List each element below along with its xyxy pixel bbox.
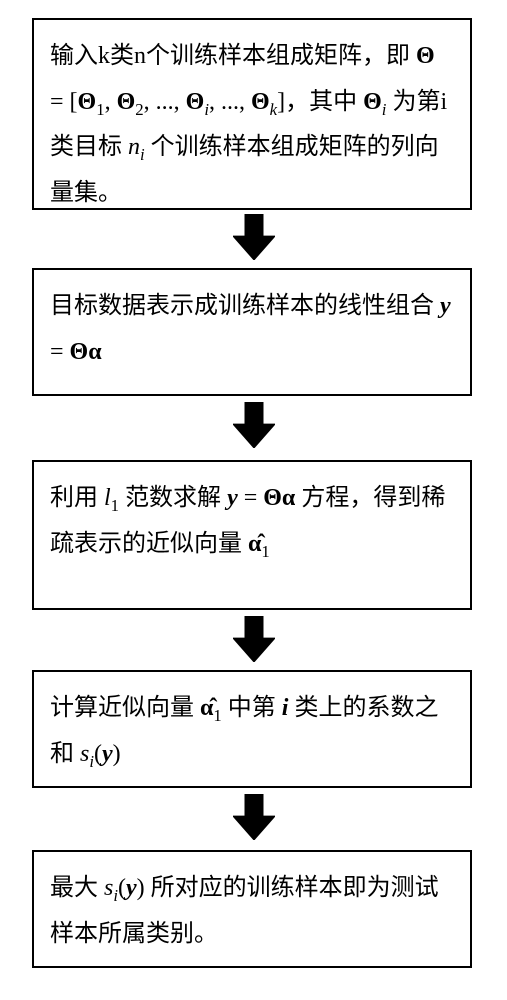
- flow-arrow: [0, 794, 507, 840]
- text-segment: 范数求解: [119, 485, 227, 511]
- flowchart-canvas: 输入k类n个训练样本组成矩阵，即 Θ = [Θ1, Θ2, ..., Θi, .…: [0, 0, 507, 1000]
- text-segment: Θ: [416, 43, 435, 69]
- flow-node-n1: 输入k类n个训练样本组成矩阵，即 Θ = [Θ1, Θ2, ..., Θi, .…: [32, 18, 472, 210]
- flow-node-n5: 最大 si(y) 所对应的训练样本即为测试样本所属类别。: [32, 850, 472, 968]
- text-segment: Θ: [186, 89, 205, 115]
- text-segment: 1: [261, 542, 269, 561]
- flow-arrow: [0, 616, 507, 662]
- text-segment: = [: [50, 89, 78, 115]
- text-segment: s: [104, 875, 113, 901]
- text-segment: Θα: [70, 339, 102, 365]
- text-segment: , ...,: [144, 89, 186, 115]
- text-segment: 1: [111, 496, 119, 515]
- text-segment: Θ: [117, 89, 136, 115]
- text-segment: y: [102, 741, 113, 767]
- text-segment: 最大: [50, 875, 104, 901]
- text-segment: ): [137, 875, 145, 901]
- text-segment: (: [94, 741, 102, 767]
- text-segment: , ...,: [209, 89, 251, 115]
- text-segment: 中第: [222, 695, 282, 721]
- text-segment: 1: [213, 706, 221, 725]
- text-segment: 计算近似向量: [50, 695, 200, 721]
- text-segment: (: [118, 875, 126, 901]
- flow-arrow: [0, 214, 507, 260]
- text-segment: 输入k类n个训练样本组成矩阵，即: [50, 43, 416, 69]
- text-segment: 2: [135, 99, 143, 118]
- flow-arrow: [0, 402, 507, 448]
- text-segment: y: [227, 485, 238, 511]
- text-segment: Θ: [363, 89, 382, 115]
- text-segment: ,: [105, 89, 117, 115]
- text-segment: Θα: [263, 485, 295, 511]
- text-segment: Θ: [251, 89, 270, 115]
- text-segment: y: [126, 875, 137, 901]
- text-segment: α̂: [248, 531, 261, 557]
- text-segment: l: [104, 485, 111, 511]
- flow-node-n3: 利用 l1 范数求解 y = Θα 方程，得到稀疏表示的近似向量 α̂1: [32, 460, 472, 610]
- text-segment: =: [50, 339, 70, 365]
- text-segment: 利用: [50, 485, 104, 511]
- text-segment: y: [440, 293, 451, 319]
- text-segment: Θ: [78, 89, 97, 115]
- text-segment: n: [128, 134, 140, 160]
- text-segment: s: [80, 741, 89, 767]
- text-segment: 1: [96, 99, 104, 118]
- text-segment: ]，其中: [277, 89, 363, 115]
- text-segment: =: [238, 485, 264, 511]
- text-segment: ): [113, 741, 121, 767]
- text-segment: 目标数据表示成训练样本的线性组合: [50, 293, 440, 319]
- text-segment: α̂: [200, 695, 213, 721]
- flow-node-n4: 计算近似向量 α̂1 中第 i 类上的系数之和 si(y): [32, 670, 472, 788]
- flow-node-n2: 目标数据表示成训练样本的线性组合 y = Θα: [32, 268, 472, 396]
- text-segment: k: [270, 99, 277, 118]
